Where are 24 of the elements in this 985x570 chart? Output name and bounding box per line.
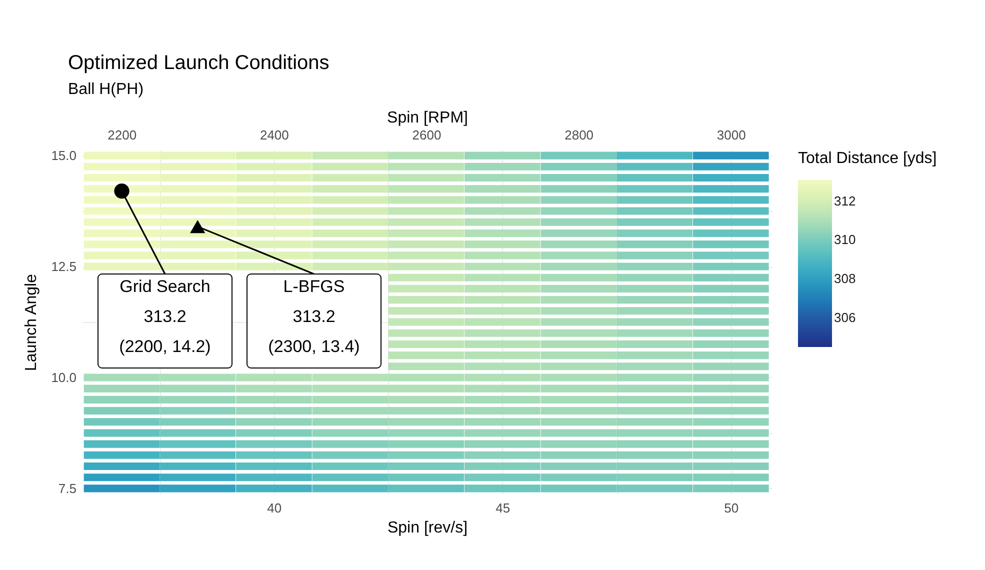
x-tick-label: 40 [267,500,282,516]
color-bar-label: 306 [834,310,856,325]
x-axis-title: Spin [rev/s] [387,520,468,536]
color-bar-label: 308 [834,271,856,286]
y2-tick-label: 12.5 [51,259,76,274]
x2-tick-label: 2200 [108,128,137,142]
x2-tick-label: 2400 [260,128,289,142]
x2-tick-label: 2600 [412,128,442,142]
annotation: Grid Search 313.2 (2200, 14.2) [119,277,211,356]
y2-tick-label: 10.0 [51,370,76,385]
x2-tick-label: 3000 [716,128,746,142]
x2-axis-title: Spin [RPM] [387,110,468,126]
x-tick-label: 45 [496,500,510,516]
color-bar-title: Total Distance [yds] [798,150,937,167]
x2-tick-label: 2800 [564,128,594,142]
y-axis-title: Launch Angle [23,274,40,371]
color-bar-label: 310 [834,232,856,248]
y2-tick-label: 7.5 [58,480,76,496]
annotation: L-BFGS 313.2 (2300, 13.4) [268,277,360,356]
y2-tick-label: 15.0 [51,148,76,164]
chart-title: Optimized Launch Conditions [68,52,330,74]
color-bar-label: 312 [834,193,856,208]
x-tick-label: 50 [724,500,739,516]
chart-subtitle: Ball H(PH) [68,81,144,98]
